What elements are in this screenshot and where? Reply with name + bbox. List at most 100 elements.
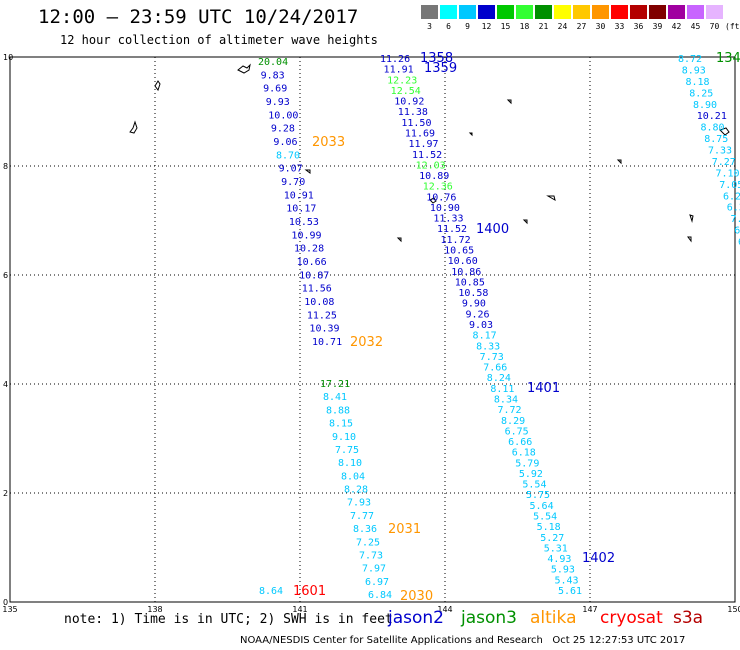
swh-value: 10.76 [426, 192, 456, 203]
swh-value: 10.39 [309, 324, 339, 335]
legend-label: (ft) [725, 22, 740, 31]
swh-value: 10.90 [430, 203, 460, 214]
x-tick-label: 141 [292, 605, 307, 614]
swh-value: 7.25 [356, 537, 380, 548]
swh-value: 7.93 [347, 498, 371, 509]
island-outline [616, 159, 622, 165]
legend-label: 21 [538, 22, 549, 31]
legend-swatch [630, 5, 647, 19]
credits-footer: NOAA/NESDIS Center for Satellite Applica… [240, 635, 686, 646]
legend-swatch [497, 5, 514, 19]
swh-value: 8.88 [326, 405, 350, 416]
swh-value: 4.93 [547, 554, 571, 565]
legend-swatch [687, 5, 704, 19]
pass-time-label: 2032 [350, 335, 383, 350]
swh-value: 8.25 [689, 88, 713, 99]
swh-value: 6.75 [505, 426, 529, 437]
swh-value: 7.77 [350, 511, 374, 522]
swh-value: 7.73 [359, 550, 383, 561]
x-tick-label: 147 [582, 605, 597, 614]
legend-label: 24 [557, 22, 568, 31]
swh-value: 7.72 [497, 405, 521, 416]
swh-value: 8.33 [476, 341, 500, 352]
satellite-altika-label: altika [530, 608, 577, 628]
legend-label: 33 [614, 22, 625, 31]
map-subtitle: 12 hour collection of altimeter wave hei… [60, 33, 378, 47]
swh-value: 17.21 [320, 379, 350, 390]
pass-time-label: 1400 [476, 222, 509, 237]
swh-value: 10.53 [289, 217, 319, 228]
swh-value: 5.43 [554, 575, 578, 586]
swh-value: 8.04 [341, 471, 365, 482]
swh-value: 5.54 [522, 480, 546, 491]
swh-value: 11.52 [412, 150, 442, 161]
swh-value: 9.69 [263, 84, 287, 95]
swh-value: 8.93 [682, 65, 706, 76]
swh-value: 5.93 [551, 565, 575, 576]
legend-label: 45 [690, 22, 701, 31]
satellite-s3a-label: s3a [673, 608, 704, 628]
pass-time-label: 2033 [312, 135, 345, 150]
swh-value: 11.26 [380, 54, 410, 65]
swh-value: 10.60 [448, 256, 478, 267]
swh-value: 10.58 [458, 288, 488, 299]
swh-value: 6.97 [365, 577, 389, 588]
swh-value: 8.28 [344, 485, 368, 496]
x-tick-label: 144 [437, 605, 452, 614]
pass-time-label: 2031 [388, 522, 421, 537]
island-outline [546, 195, 556, 202]
island-outline [237, 63, 251, 74]
swh-value: 6.84 [368, 590, 392, 601]
satellite-jason3-label: jason3 [461, 608, 517, 628]
y-tick-label: 6 [3, 271, 8, 280]
swh-value: 10.86 [451, 267, 481, 278]
swh-value: 6. [734, 226, 740, 237]
x-tick-label: 138 [147, 605, 162, 614]
swh-value: 10.17 [286, 204, 316, 215]
swh-value: 7.97 [362, 564, 386, 575]
swh-value: 10.28 [294, 244, 324, 255]
map-title: 12:00 – 23:59 UTC 10/24/2017 [38, 6, 359, 28]
island-outline [689, 214, 694, 223]
island-outline [396, 237, 402, 243]
legend-swatch [459, 5, 476, 19]
swh-value: 10.08 [304, 297, 334, 308]
swh-value: 10.71 [312, 337, 342, 348]
legend-label: 30 [595, 22, 606, 31]
swh-value: 8.64 [259, 586, 283, 597]
x-tick-label: 135 [2, 605, 17, 614]
y-tick-label: 2 [3, 489, 8, 498]
swh-value: 7.1 [731, 214, 740, 225]
island-outline [506, 99, 512, 105]
island-outline [429, 197, 437, 204]
swh-value: 7.75 [335, 445, 359, 456]
swh-value: 8.75 [704, 134, 728, 145]
swh-value: 8.15 [329, 419, 353, 430]
swh-value: 12.54 [391, 86, 421, 97]
legend-label: 12 [481, 22, 492, 31]
pass-time-label: 2030 [400, 589, 433, 604]
swh-value: 8.70 [276, 150, 300, 161]
legend-swatch [649, 5, 666, 19]
swh-value: 6 [738, 237, 740, 248]
legend-label: 27 [576, 22, 587, 31]
legend-swatch [421, 5, 438, 19]
swh-value: 10.00 [268, 110, 298, 121]
swh-value: 11.33 [433, 214, 463, 225]
swh-value: 10.21 [697, 111, 727, 122]
legend-swatch [516, 5, 533, 19]
swh-value: 10.92 [394, 97, 424, 108]
island-outline [719, 127, 730, 136]
swh-value: 7.73 [480, 352, 504, 363]
legend-swatch [554, 5, 571, 19]
swh-value: 12.23 [387, 75, 417, 86]
swh-value: 6.18 [512, 448, 536, 459]
swh-value: 7.27 [712, 157, 736, 168]
legend-swatch [706, 5, 723, 19]
y-tick-label: 8 [3, 162, 8, 171]
swh-value: 8.90 [693, 100, 717, 111]
swh-value: 8.34 [494, 394, 518, 405]
swh-value: 5.27 [540, 533, 564, 544]
island-outline [687, 236, 692, 243]
